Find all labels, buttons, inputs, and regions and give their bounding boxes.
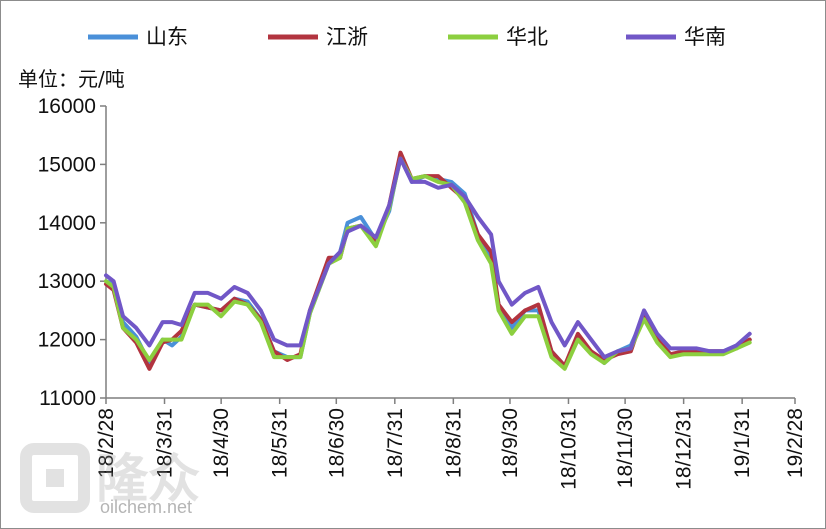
y-tick-label: 16000 [38,95,96,118]
legend-label: 江浙 [326,25,368,49]
x-tick-label: 18/2/28 [95,408,118,478]
legend-label: 山东 [146,25,188,49]
x-tick-label: 18/6/30 [325,408,348,478]
legend-label: 华南 [684,25,726,49]
series-line-4 [104,156,752,360]
watermark-logo-text: 隆众 [96,450,200,510]
x-tick-label: 18/12/31 [673,408,696,490]
x-tick-label: 18/9/30 [499,408,522,478]
watermark-url: oilchem.net [100,497,193,517]
series-line-3 [104,156,752,371]
y-tick-label: 12000 [38,329,96,352]
y-tick-label: 11000 [39,387,96,410]
x-tick-label: 18/7/31 [384,408,407,478]
x-tick-label: 18/11/30 [614,408,637,488]
x-tick-label: 18/3/31 [154,408,177,478]
oilchem-logo-watermark: 隆众 [20,443,200,513]
x-tick-label: 18/8/31 [442,408,465,478]
x-tick-label: 18/4/30 [210,408,233,478]
chart-legend: 山东 江浙 华北 华南 [88,25,726,49]
x-tick-label: 19/2/28 [784,408,807,478]
x-tick-label: 18/10/31 [557,408,580,490]
chart-series [104,150,752,371]
x-tick-label: 19/1/31 [731,408,754,478]
chart-axes: 11000 12000 13000 14000 15000 16000 18/2/28 18/… [38,95,807,490]
y-tick-label: 14000 [38,212,96,235]
y-tick-label: 15000 [38,153,96,176]
legend-label: 华北 [506,25,548,49]
y-tick-label: 13000 [38,270,96,293]
x-tick-label: 18/5/31 [269,408,292,478]
unit-label: 单位：元/吨 [18,67,125,91]
